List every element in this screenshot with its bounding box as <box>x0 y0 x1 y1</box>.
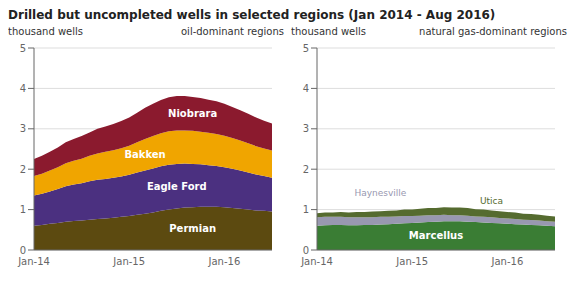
svg-text:2: 2 <box>20 164 26 175</box>
svg-text:0: 0 <box>303 245 309 256</box>
svg-text:4: 4 <box>303 83 309 94</box>
svg-text:Jan-15: Jan-15 <box>395 256 428 267</box>
svg-text:Jan-14: Jan-14 <box>300 256 333 267</box>
svg-text:2: 2 <box>303 164 309 175</box>
svg-text:1: 1 <box>20 204 26 215</box>
svg-text:Jan-14: Jan-14 <box>17 256 50 267</box>
svg-text:5: 5 <box>303 43 309 54</box>
svg-text:Niobrara: Niobrara <box>168 108 217 119</box>
html-text:natural gas-dominant regions: natural gas-dominant regions <box>419 26 567 37</box>
svg-text:3: 3 <box>303 123 309 134</box>
svg-text:Jan-16: Jan-16 <box>208 256 241 267</box>
svg-text:Marcellus: Marcellus <box>409 230 463 241</box>
html-text:thousand wells: thousand wells <box>8 26 83 37</box>
svg-text:Permian: Permian <box>169 223 216 234</box>
svg-text:Haynesville: Haynesville <box>355 188 407 198</box>
svg-text:0: 0 <box>20 245 26 256</box>
svg-text:1: 1 <box>303 204 309 215</box>
svg-text:Jan-15: Jan-15 <box>112 256 145 267</box>
svg-text:5: 5 <box>20 43 26 54</box>
html-text:oil-dominant regions: oil-dominant regions <box>181 26 284 37</box>
svg-text:Eagle Ford: Eagle Ford <box>147 181 207 192</box>
svg-text:Jan-16: Jan-16 <box>491 256 524 267</box>
svg-text:4: 4 <box>20 83 26 94</box>
svg-text:3: 3 <box>20 123 26 134</box>
svg-text:Utica: Utica <box>480 196 503 206</box>
html-text:thousand wells: thousand wells <box>291 26 366 37</box>
html-text:Drilled but uncompleted wells: Drilled but uncompleted wells in selecte… <box>8 8 496 22</box>
svg-text:Bakken: Bakken <box>124 149 165 160</box>
